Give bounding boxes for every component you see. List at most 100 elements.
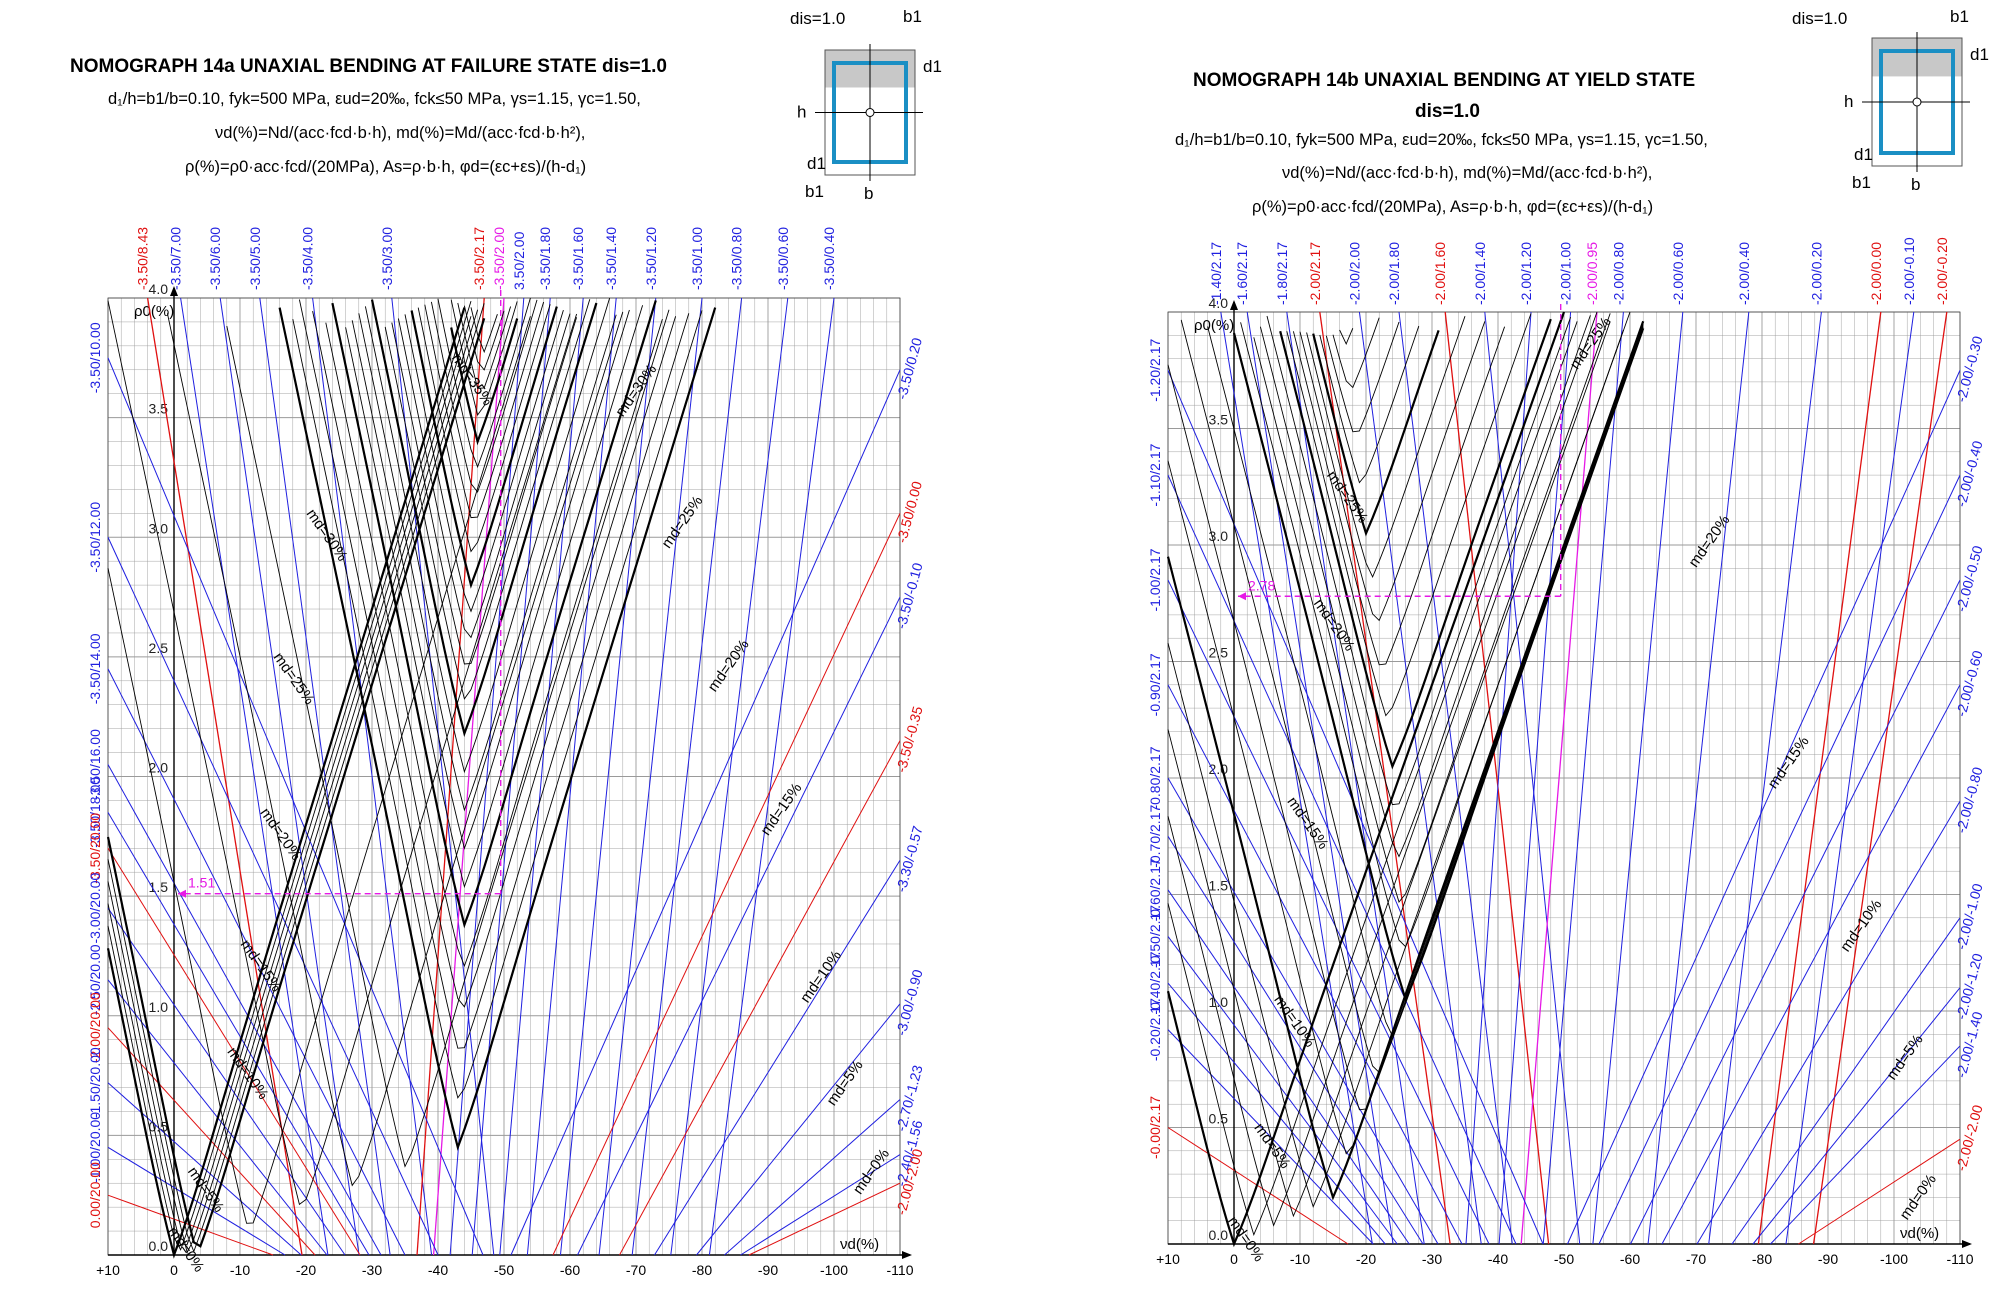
strain-line	[1731, 917, 1961, 1245]
x-tick-label: -40	[1488, 1251, 1508, 1267]
moment-curve	[358, 313, 617, 812]
moment-curve	[107, 316, 472, 1246]
example-reading: 2.78	[1238, 304, 1562, 601]
strain-label: -2.00/-0.10	[1901, 237, 1917, 305]
section-b1-label: b1	[1950, 7, 1969, 26]
strain-line	[107, 1082, 302, 1256]
section-b1-label: b1	[805, 182, 824, 201]
strain-label: -2.00/0.00	[1868, 242, 1884, 305]
strain-line	[1757, 311, 1882, 1245]
y-tick-label: 3.5	[1209, 412, 1229, 428]
moment-curve	[1232, 327, 1645, 1003]
moment-curve	[1319, 325, 1420, 484]
strain-line	[598, 297, 703, 1256]
strain-label: -2.00/20.00	[87, 992, 103, 1063]
moment-curve	[404, 309, 564, 613]
chart-title-line-2: dis=1.0	[1415, 101, 1480, 122]
moment-curve	[345, 305, 644, 889]
moment-curve	[437, 297, 531, 469]
strain-label: -2.00/1.20	[1518, 242, 1534, 305]
strain-label: -2.00/-0.20	[1934, 237, 1950, 305]
moment-curve	[325, 318, 663, 968]
y-tick-label: 4.0	[1209, 295, 1229, 311]
strain-label: -2.50/20.00	[87, 944, 103, 1015]
moment-curve	[1339, 328, 1354, 346]
strain-line	[696, 1003, 901, 1256]
section-b1-label: b1	[1852, 173, 1871, 192]
x-tick-label: +10	[96, 1262, 120, 1278]
strain-label: -1.00/20.00	[87, 1112, 103, 1183]
moment-curve	[351, 309, 630, 850]
curve-label: md=20%	[257, 805, 305, 864]
strain-line	[654, 859, 901, 1256]
strain-line	[1661, 684, 1961, 1245]
strain-label: -0.50/2.17	[1147, 905, 1163, 968]
x-tick-label: 0	[1230, 1251, 1238, 1267]
strain-line	[107, 668, 406, 1256]
strain-label: -0.80/2.17	[1147, 746, 1163, 809]
strain-label: -1.00/2.17	[1147, 548, 1163, 611]
strain-label: -2.00/1.60	[1432, 242, 1448, 305]
y-tick-label: 1.5	[1209, 878, 1229, 894]
strain-line	[1167, 889, 1410, 1245]
strain-line	[1708, 311, 1822, 1245]
section-centroid	[1912, 97, 1922, 107]
x-tick-label: -30	[362, 1262, 382, 1278]
strain-line	[1630, 579, 1961, 1245]
moment-curve	[391, 317, 578, 665]
x-tick-label: -110	[887, 1262, 914, 1278]
x-tick-label: +10	[1156, 1251, 1180, 1267]
example-arrow	[1238, 592, 1246, 601]
moment-curve	[470, 307, 498, 354]
moment-curve	[1266, 315, 1572, 806]
strain-line	[1286, 311, 1425, 1245]
section-b-label: b	[864, 184, 873, 203]
x-tick-label: -50	[494, 1262, 514, 1278]
moment-curve	[1167, 321, 1578, 1237]
section-d1-label: d1	[807, 154, 826, 173]
moment-curve	[106, 317, 486, 1248]
strain-label: 0.00/20.00	[87, 1162, 103, 1228]
moment-curve	[384, 299, 591, 700]
moment-curve	[107, 303, 485, 1253]
strain-line	[670, 297, 789, 1256]
x-tick-label: -100	[1880, 1251, 1908, 1267]
strain-line	[740, 1154, 901, 1256]
moment-curve	[1286, 313, 1532, 717]
nomograph-plot: +10 0 -10 -20 -30 -40 -50 -60 -70 -80 -90 -100 -110 0…	[1147, 7, 1989, 1267]
section-d1-label: d1	[1970, 45, 1989, 64]
strain-label: -3.50/0.60	[775, 227, 791, 290]
top-strain-labels: -1.40/2.17 -1.60/2.17 -1.80/2.17 -2.00/2.17…	[1208, 237, 1950, 305]
x-tick-label: -90	[758, 1262, 778, 1278]
strain-label: -3.50/14.00	[87, 633, 103, 704]
strain-label: -1.40/2.17	[1208, 242, 1224, 305]
strain-line	[619, 740, 901, 1256]
y-tick-label: 1.0	[1209, 994, 1229, 1010]
x-tick-labels: +10 0 -10 -20 -30 -40 -50 -60 -70 -80 -90 -100 -110	[1156, 1251, 1974, 1267]
strain-label: -2.00/-0.60	[1953, 649, 1986, 719]
moment-curve	[292, 310, 703, 1099]
x-tick-label: -70	[626, 1262, 646, 1278]
strain-line	[1220, 311, 1373, 1245]
strain-label: -2.00/0.60	[1670, 242, 1686, 305]
strain-line	[1167, 982, 1386, 1245]
strain-label: -1.80/2.17	[1274, 242, 1290, 305]
curve-label: md=20%	[1310, 596, 1358, 655]
chart-subtitle-line-2: νd(%)=Nd/(acc·fcd·b·h), md(%)=Md/(acc·fc…	[1282, 164, 1653, 182]
strain-label: -3.50/16.00	[87, 729, 103, 800]
strain-label: -3.50/-0.10	[893, 561, 926, 631]
x-tick-label: -80	[692, 1262, 712, 1278]
curve-label: md=25%	[270, 649, 318, 708]
strain-label: -3.50/10.00	[87, 322, 103, 393]
y-tick-label: 4.0	[149, 281, 169, 297]
strain-label: -3.50/5.00	[247, 227, 263, 290]
curve-label: md=10%	[1270, 992, 1318, 1051]
chart-title: NOMOGRAPH 14b UNAXIAL BENDING AT YIELD S…	[1193, 70, 1696, 91]
moment-curve	[424, 301, 545, 519]
moment-curve	[1306, 316, 1466, 579]
strain-line	[107, 1146, 286, 1256]
y-tick-label: 1.5	[149, 879, 169, 895]
moment-curve	[364, 297, 611, 774]
strain-label: -0.60/2.17	[1147, 858, 1163, 921]
strain-line	[1542, 311, 1624, 1245]
